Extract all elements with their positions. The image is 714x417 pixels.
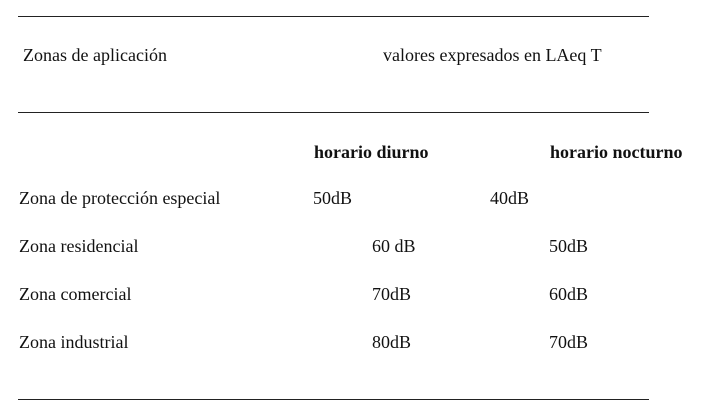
day-value: 50dB [313,188,353,208]
day-value: 70dB [372,284,412,304]
night-value: 70dB [549,332,589,352]
zone-label: Zona industrial [19,332,129,352]
night-value: 40dB [490,188,530,208]
top-rule [18,16,649,17]
day-column-header: horario diurno [314,142,429,162]
values-header: valores expresados en LAeq T [383,45,602,65]
zone-label: Zona residencial [19,236,139,256]
day-value: 80dB [372,332,412,352]
zones-header: Zonas de aplicación [23,45,167,65]
zone-label: Zona de protección especial [19,188,221,208]
night-value: 50dB [549,236,589,256]
night-column-header: horario nocturno [550,142,683,162]
bottom-rule [18,399,649,400]
zone-label: Zona comercial [19,284,132,304]
header-rule [18,112,649,113]
day-value: 60 dB [372,236,416,256]
night-value: 60dB [549,284,589,304]
